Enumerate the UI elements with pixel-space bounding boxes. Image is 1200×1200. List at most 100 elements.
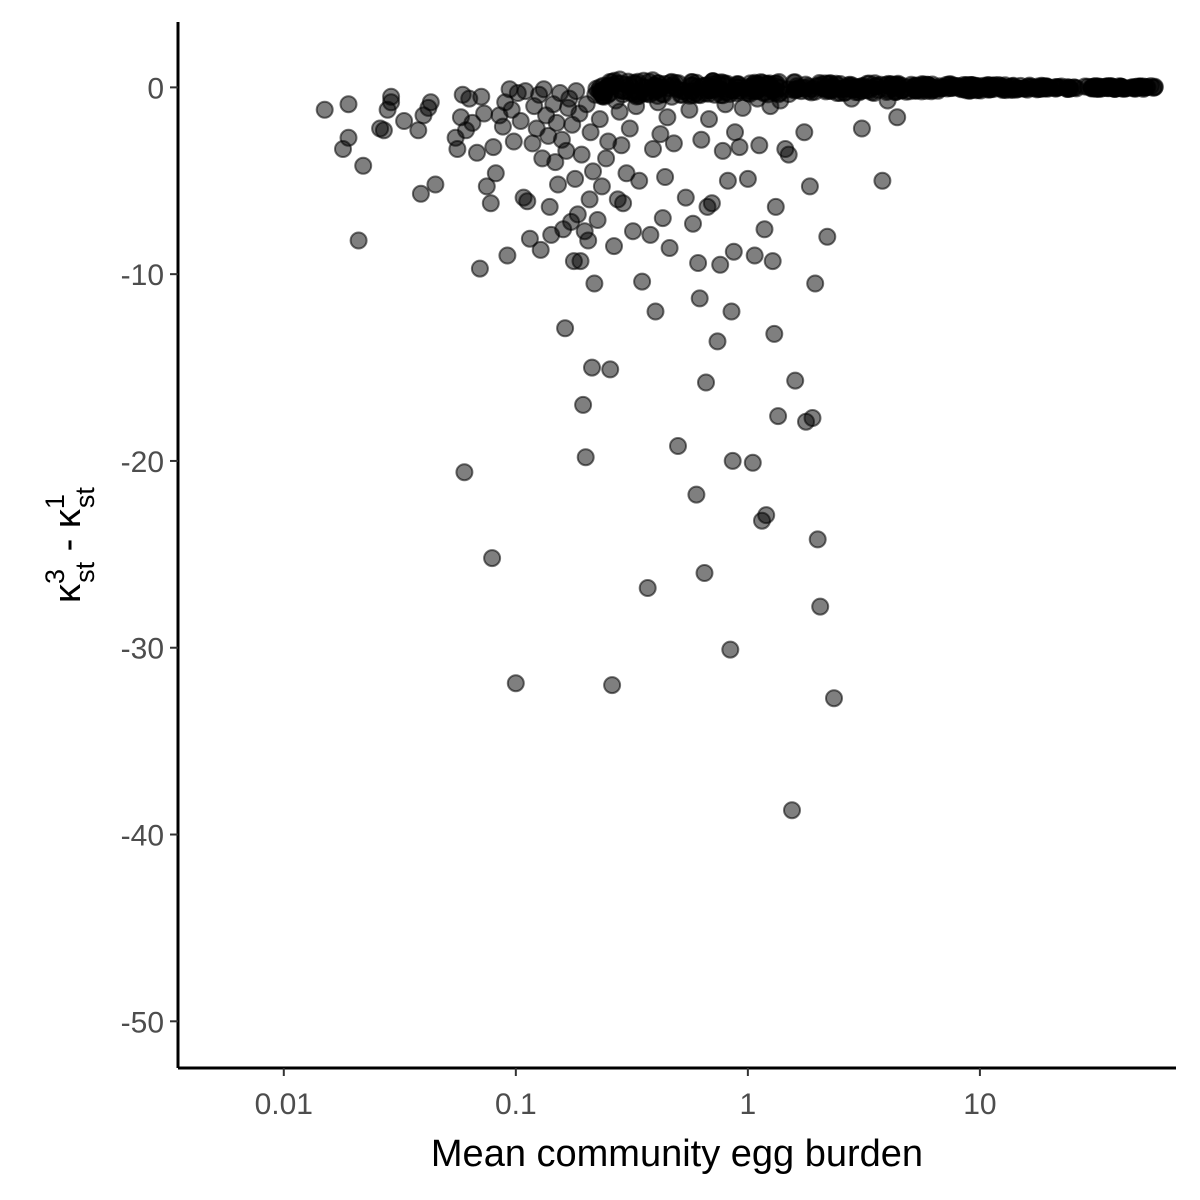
data-point — [588, 211, 607, 229]
data-point — [633, 272, 652, 291]
data-point — [581, 123, 600, 142]
data-point — [339, 95, 358, 114]
data-point — [722, 302, 741, 321]
data-point — [898, 78, 917, 97]
data-point — [486, 164, 505, 183]
data-point — [825, 689, 843, 708]
data-point — [426, 175, 445, 194]
data-point — [700, 110, 718, 129]
data-point — [531, 240, 550, 259]
data-point — [624, 222, 642, 241]
data-point — [738, 169, 757, 188]
data-point — [374, 121, 393, 140]
data-point — [579, 231, 598, 250]
data-point — [769, 407, 788, 426]
data-point — [708, 332, 727, 351]
data-point — [602, 73, 621, 91]
data-point — [695, 564, 714, 582]
y-title-minus: - — [47, 528, 89, 562]
data-point — [477, 177, 496, 196]
y-tick-label: -20 — [121, 446, 164, 479]
data-point — [518, 192, 537, 211]
data-point — [620, 76, 639, 95]
data-point — [534, 80, 553, 99]
x-axis-ticks: 0.01 0.1 1 10 — [255, 1068, 997, 1121]
data-point — [944, 76, 963, 95]
y-tick-label: -40 — [121, 820, 164, 853]
data-point — [763, 252, 782, 271]
data-point — [651, 125, 670, 144]
y-title-sub-b: st — [70, 487, 100, 509]
data-point — [556, 319, 575, 338]
data-point — [676, 188, 695, 207]
data-point — [511, 112, 530, 130]
data-point — [684, 214, 702, 233]
data-point — [765, 324, 784, 343]
y-tick-label: -50 — [121, 1006, 164, 1039]
data-point — [620, 119, 639, 138]
data-point — [795, 123, 814, 142]
data-point — [315, 100, 334, 119]
data-point — [687, 485, 706, 504]
y-tick-label: 0 — [147, 72, 164, 105]
data-point — [726, 123, 744, 142]
data-point — [597, 149, 616, 168]
data-point — [583, 358, 601, 377]
data-point — [692, 130, 711, 149]
data-point — [961, 80, 980, 99]
data-point — [745, 246, 764, 265]
data-point — [638, 579, 657, 597]
data-point — [750, 136, 769, 155]
x-tick-label: 0.01 — [255, 1088, 313, 1121]
data-point — [770, 78, 789, 97]
data-point — [721, 640, 740, 659]
data-point — [878, 79, 897, 98]
data-point — [411, 184, 430, 203]
data-point — [523, 134, 542, 153]
data-point — [546, 153, 565, 172]
data-point — [493, 117, 512, 136]
data-point — [658, 108, 677, 127]
data-point — [605, 237, 623, 256]
data-point — [580, 190, 599, 209]
data-point — [584, 162, 602, 181]
data-point — [656, 168, 675, 186]
data-point — [803, 409, 822, 427]
y-tick-label: -30 — [121, 633, 164, 666]
data-point — [841, 77, 860, 96]
y-title-sup-b: 1 — [40, 494, 70, 509]
data-point — [800, 177, 819, 196]
data-point — [590, 110, 609, 129]
data-point — [713, 86, 732, 105]
data-point — [653, 209, 672, 228]
data-point — [888, 108, 907, 127]
data-point — [689, 254, 708, 272]
data-point — [520, 229, 539, 248]
x-tick-label: 0.1 — [495, 1088, 537, 1121]
y-title-sub-a: st — [70, 561, 100, 583]
data-point — [641, 225, 660, 244]
data-point — [574, 395, 593, 414]
data-point — [547, 113, 566, 132]
data-point — [651, 78, 670, 97]
data-point — [796, 75, 815, 94]
data-point — [873, 171, 892, 190]
data-point — [630, 171, 649, 190]
data-point — [481, 194, 500, 213]
data-point — [576, 448, 595, 467]
data-point — [472, 87, 491, 106]
y-axis-ticks: 0 -10 -20 -30 -40 -50 — [121, 72, 178, 1039]
data-point — [468, 143, 486, 162]
data-point — [592, 177, 611, 196]
data-points — [315, 70, 1164, 820]
data-point — [1050, 78, 1069, 97]
data-point — [723, 451, 742, 470]
data-point — [755, 220, 774, 239]
data-point — [646, 302, 665, 321]
y-title-kappa-b: κ — [47, 508, 89, 528]
data-point — [917, 76, 936, 95]
data-point — [808, 530, 827, 549]
data-point — [568, 205, 587, 224]
data-point — [731, 82, 750, 100]
data-point — [498, 246, 517, 265]
